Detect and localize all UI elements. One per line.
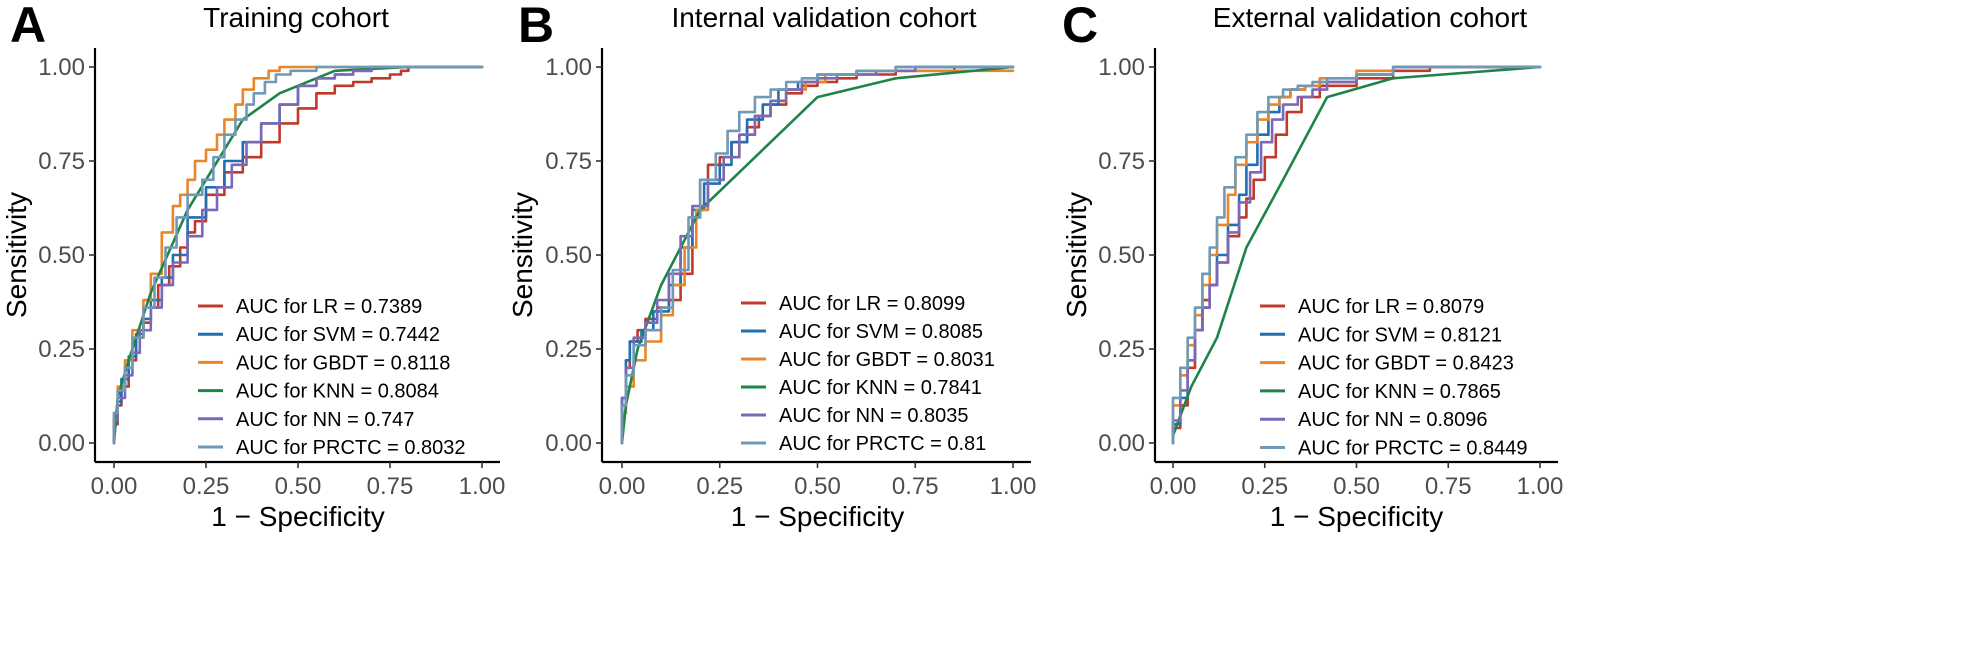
panel-b: B Internal validation cohort 0.00 0.25 0.50 0… — [507, 0, 1036, 532]
y-tick-label: 0.25 — [545, 336, 592, 363]
y-tick-label: 0.75 — [545, 148, 592, 175]
legend-item: AUC for KNN = 0.7841 — [741, 377, 982, 399]
legend: AUC for LR = 0.8079 AUC for SVM = 0.8121 A… — [1260, 296, 1528, 460]
x-tick-label: 0.50 — [275, 473, 322, 500]
x-tick-label: 1.00 — [1517, 473, 1564, 500]
legend-item: AUC for SVM = 0.8121 — [1260, 324, 1502, 346]
legend-label: AUC for SVM = 0.7442 — [236, 324, 440, 346]
chart-title: External validation cohort — [1213, 2, 1528, 33]
x-tick-label: 1.00 — [459, 473, 506, 500]
series-lines — [1171, 65, 1542, 445]
legend-label: AUC for SVM = 0.8085 — [779, 321, 983, 343]
legend-label: AUC for PRCTC = 0.8449 — [1298, 438, 1528, 460]
legend-label: AUC for GBDT = 0.8031 — [779, 349, 995, 371]
legend-item: AUC for GBDT = 0.8031 — [741, 349, 995, 371]
y-tick-label: 0.00 — [38, 430, 85, 457]
panel-letter: C — [1062, 0, 1098, 53]
y-tick-label: 0.50 — [38, 242, 85, 269]
legend-label: AUC for NN = 0.747 — [236, 409, 414, 431]
legend-label: AUC for GBDT = 0.8118 — [236, 352, 450, 374]
legend-item: AUC for LR = 0.8099 — [741, 293, 965, 315]
panel-c: C External validation cohort 0.00 0.25 0.50 0… — [1061, 0, 1563, 532]
legend-item: AUC for KNN = 0.7865 — [1260, 381, 1501, 403]
roc-line-5 — [112, 65, 484, 445]
y-tick-label: 0.25 — [38, 336, 85, 363]
x-tick-label: 0.25 — [183, 473, 230, 500]
y-tick-label: 0.75 — [38, 148, 85, 175]
x-tick-label: 0.50 — [1333, 473, 1380, 500]
roc-line-3 — [1171, 65, 1542, 437]
y-axis-title: Sensitivity — [1, 192, 32, 318]
series-lines — [112, 65, 484, 445]
legend-label: AUC for PRCTC = 0.81 — [779, 433, 986, 455]
legend-item: AUC for NN = 0.747 — [198, 409, 414, 431]
legend-item: AUC for NN = 0.8096 — [1260, 409, 1488, 431]
panel-letter: A — [10, 0, 46, 53]
legend: AUC for LR = 0.7389 AUC for SVM = 0.7442 A… — [198, 296, 466, 459]
legend-item: AUC for LR = 0.8079 — [1260, 296, 1484, 318]
x-tick-label: 0.75 — [367, 473, 414, 500]
y-axis-title: Sensitivity — [507, 192, 538, 318]
legend-item: AUC for GBDT = 0.8423 — [1260, 353, 1514, 375]
x-axis-title: 1 − Specificity — [1270, 501, 1444, 532]
panel-letter: B — [518, 0, 554, 53]
x-axis-title: 1 − Specificity — [731, 501, 905, 532]
y-axis-title: Sensitivity — [1061, 192, 1092, 318]
y-tick-label: 1.00 — [1098, 54, 1145, 81]
legend-item: AUC for LR = 0.7389 — [198, 296, 422, 318]
roc-line-5 — [620, 65, 1015, 445]
legend-item: AUC for PRCTC = 0.8032 — [198, 437, 466, 459]
x-tick-label: 0.00 — [599, 473, 646, 500]
y-tick-label: 0.50 — [545, 242, 592, 269]
legend-item: AUC for SVM = 0.8085 — [741, 321, 983, 343]
y-tick-label: 0.50 — [1098, 242, 1145, 269]
legend-label: AUC for NN = 0.8035 — [779, 405, 969, 427]
legend-label: AUC for KNN = 0.7841 — [779, 377, 982, 399]
legend-label: AUC for PRCTC = 0.8032 — [236, 437, 466, 459]
legend-label: AUC for LR = 0.7389 — [236, 296, 422, 318]
legend: AUC for LR = 0.8099 AUC for SVM = 0.8085 A… — [741, 293, 995, 455]
roc-line-4 — [1171, 65, 1542, 445]
legend-label: AUC for GBDT = 0.8423 — [1298, 353, 1514, 375]
roc-line-2 — [112, 65, 484, 445]
legend-label: AUC for LR = 0.8099 — [779, 293, 965, 315]
legend-label: AUC for KNN = 0.8084 — [236, 381, 439, 403]
series-lines — [620, 65, 1015, 445]
x-tick-label: 0.25 — [1241, 473, 1288, 500]
y-tick-label: 1.00 — [545, 54, 592, 81]
legend-label: AUC for KNN = 0.7865 — [1298, 381, 1501, 403]
legend-label: AUC for LR = 0.8079 — [1298, 296, 1484, 318]
legend-item: AUC for KNN = 0.8084 — [198, 381, 439, 403]
legend-item: AUC for PRCTC = 0.81 — [741, 433, 986, 455]
y-tick-label: 0.00 — [545, 430, 592, 457]
legend-item: AUC for SVM = 0.7442 — [198, 324, 440, 346]
x-tick-label: 0.50 — [794, 473, 841, 500]
legend-label: AUC for SVM = 0.8121 — [1298, 324, 1502, 346]
roc-line-5 — [1171, 65, 1542, 445]
legend-item: AUC for PRCTC = 0.8449 — [1260, 438, 1528, 460]
x-tick-label: 0.00 — [91, 473, 138, 500]
y-tick-label: 1.00 — [38, 54, 85, 81]
x-tick-label: 0.75 — [892, 473, 939, 500]
legend-label: AUC for NN = 0.8096 — [1298, 409, 1488, 431]
x-axis-title: 1 − Specificity — [211, 501, 385, 532]
panel-a: A Training cohort 0.00 0.25 0.50 0.75 1.00 0.00… — [1, 0, 505, 532]
y-tick-label: 0.25 — [1098, 336, 1145, 363]
y-tick-label: 0.00 — [1098, 430, 1145, 457]
chart-title: Internal validation cohort — [671, 2, 976, 33]
x-tick-label: 0.00 — [1150, 473, 1197, 500]
legend-item: AUC for NN = 0.8035 — [741, 405, 969, 427]
x-tick-label: 0.75 — [1425, 473, 1472, 500]
x-tick-label: 0.25 — [696, 473, 743, 500]
x-tick-label: 1.00 — [990, 473, 1037, 500]
legend-item: AUC for GBDT = 0.8118 — [198, 352, 450, 374]
y-tick-label: 0.75 — [1098, 148, 1145, 175]
roc-line-3 — [620, 65, 1015, 445]
chart-title: Training cohort — [203, 2, 389, 33]
